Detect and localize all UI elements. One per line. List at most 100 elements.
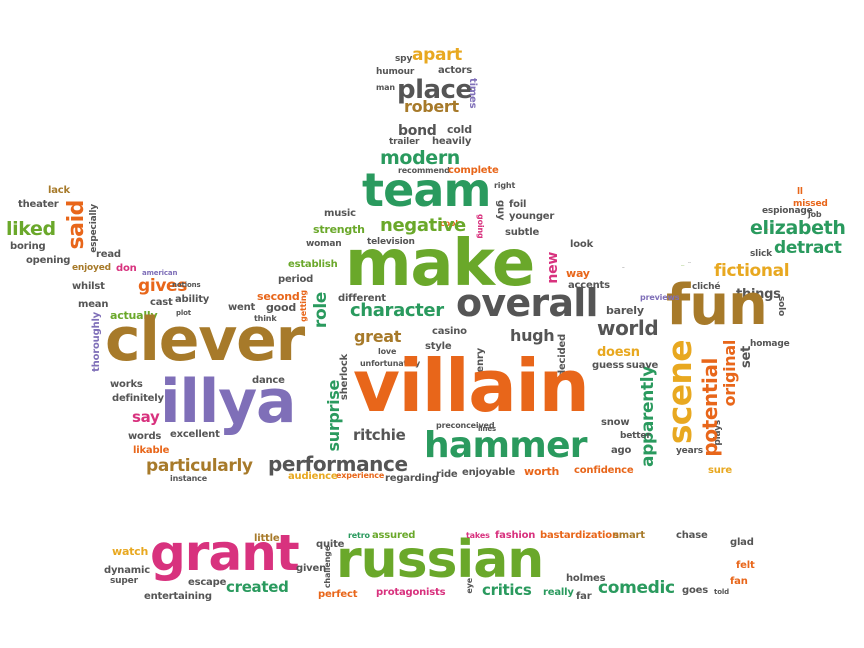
word: solo <box>776 296 786 317</box>
word: read <box>96 249 121 260</box>
word: television <box>367 237 415 247</box>
word: lack <box>48 185 70 196</box>
word: suave <box>626 360 659 371</box>
word: recommend <box>398 166 450 175</box>
word: don <box>116 263 137 274</box>
word: actually <box>110 309 158 322</box>
word: scene <box>660 340 699 445</box>
word: robert <box>404 97 459 116</box>
word: love <box>378 347 397 356</box>
word: espionage <box>762 206 813 216</box>
word: holmes <box>566 573 606 584</box>
word: man <box>376 83 395 92</box>
word: opening <box>26 255 71 266</box>
word: team <box>362 163 491 217</box>
word: great <box>354 327 402 346</box>
word: casino <box>432 326 467 337</box>
word: liked <box>6 218 56 240</box>
word: takes <box>466 531 490 540</box>
word: look <box>570 239 594 250</box>
word: bond <box>398 123 437 139</box>
word: smart <box>613 530 645 541</box>
word: apart <box>412 45 462 65</box>
word: slick <box>750 249 772 259</box>
word: performance <box>268 452 408 476</box>
word: actors <box>438 65 473 76</box>
word: ago <box>611 445 632 456</box>
word: hammer <box>424 425 588 466</box>
word: subtle <box>505 227 540 238</box>
word: critics <box>482 581 532 599</box>
word: homage <box>750 339 790 349</box>
word: humour <box>376 67 415 77</box>
word: dynamic <box>104 565 150 576</box>
word: dance <box>252 375 285 386</box>
word: strength <box>313 223 365 236</box>
word: gives <box>138 276 188 296</box>
word: excellent <box>170 429 220 440</box>
word: fashion <box>495 530 536 541</box>
word: experience <box>336 471 385 480</box>
word: watch <box>112 545 149 558</box>
word: went <box>228 302 256 313</box>
word: guy <box>495 200 506 221</box>
word: enjoyed <box>72 263 111 273</box>
word: ride <box>436 469 458 480</box>
word: trailer <box>389 137 420 147</box>
word: audience <box>288 471 338 482</box>
word: glad <box>730 537 754 548</box>
word: perfect <box>318 589 358 600</box>
word: job <box>808 210 822 219</box>
word: fun <box>666 273 768 338</box>
word: brief <box>766 230 769 231</box>
word: goes <box>682 585 708 596</box>
word: fictional <box>714 261 790 281</box>
word: felt <box>736 560 755 571</box>
word: enjoyable <box>462 467 516 478</box>
word: place <box>397 75 473 105</box>
word: protagonists <box>376 587 446 598</box>
word: world <box>597 316 659 340</box>
word: ability <box>175 294 210 305</box>
word: russian <box>336 530 544 590</box>
word: comedic <box>598 578 675 598</box>
word: good <box>266 301 296 314</box>
word: overall <box>456 281 599 325</box>
word: illya <box>160 367 297 437</box>
word: hugh <box>510 326 555 345</box>
word: right <box>494 181 516 190</box>
word: surprise <box>324 380 343 452</box>
word: cliché <box>692 282 721 292</box>
word: past <box>622 268 625 269</box>
word: thoroughly <box>91 312 102 372</box>
word: style <box>425 341 452 352</box>
word: boring <box>10 241 46 252</box>
word: guess <box>592 360 624 371</box>
word: instance <box>170 474 208 483</box>
word: music <box>324 208 356 219</box>
word: worth <box>524 465 560 478</box>
word: super <box>110 576 138 586</box>
word: original <box>720 340 739 407</box>
word: works <box>110 379 143 390</box>
word: unfortunately <box>360 359 421 368</box>
word: entertaining <box>144 591 212 602</box>
word: grant <box>150 524 300 582</box>
word: little <box>254 533 280 544</box>
word: foil <box>509 199 527 210</box>
word: times <box>467 78 478 109</box>
word: barely <box>606 304 644 317</box>
word: confidence <box>574 465 634 476</box>
word: modern <box>380 147 460 169</box>
word: regarding <box>385 473 439 484</box>
word: complete <box>448 165 499 176</box>
word: say <box>132 408 160 426</box>
word: ritchie <box>353 426 406 444</box>
word: plot <box>176 309 192 317</box>
word: whilst <box>72 281 105 292</box>
word: years <box>676 446 703 456</box>
word: notions <box>172 281 201 289</box>
word: far <box>576 591 592 602</box>
word: told <box>714 588 730 596</box>
word: ll <box>797 187 803 197</box>
